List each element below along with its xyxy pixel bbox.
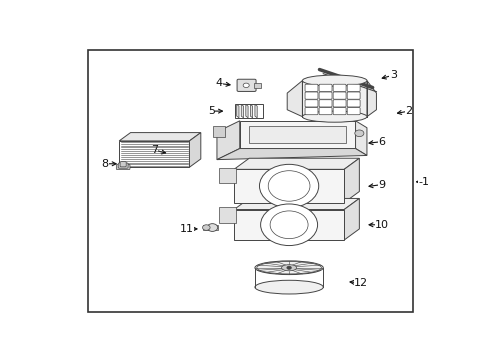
Circle shape <box>355 130 364 136</box>
Text: 11: 11 <box>179 224 194 234</box>
Polygon shape <box>344 198 359 240</box>
FancyBboxPatch shape <box>305 100 318 107</box>
Polygon shape <box>234 158 359 169</box>
Bar <box>254 82 261 88</box>
Text: 3: 3 <box>390 70 397 80</box>
Ellipse shape <box>281 265 297 271</box>
FancyBboxPatch shape <box>319 108 332 115</box>
FancyBboxPatch shape <box>118 163 128 168</box>
Bar <box>88 50 413 312</box>
Text: 8: 8 <box>101 159 108 169</box>
Text: 4: 4 <box>215 78 222 89</box>
Bar <box>219 168 236 183</box>
FancyBboxPatch shape <box>237 79 256 91</box>
Polygon shape <box>217 149 367 159</box>
Polygon shape <box>217 121 240 159</box>
FancyBboxPatch shape <box>347 108 360 115</box>
Text: 12: 12 <box>354 278 368 288</box>
Polygon shape <box>249 126 346 143</box>
Polygon shape <box>237 104 239 118</box>
Bar <box>234 210 344 240</box>
FancyBboxPatch shape <box>347 100 360 107</box>
Polygon shape <box>246 104 248 118</box>
Bar <box>302 81 367 117</box>
Ellipse shape <box>255 261 323 275</box>
Polygon shape <box>356 121 367 156</box>
Circle shape <box>202 225 210 230</box>
Ellipse shape <box>302 111 367 122</box>
Text: 10: 10 <box>375 220 389 230</box>
Polygon shape <box>255 104 257 118</box>
FancyBboxPatch shape <box>305 108 318 115</box>
FancyBboxPatch shape <box>319 100 332 107</box>
FancyBboxPatch shape <box>333 108 346 115</box>
Text: 9: 9 <box>379 180 386 190</box>
FancyBboxPatch shape <box>333 92 346 99</box>
Ellipse shape <box>255 280 323 294</box>
Polygon shape <box>367 81 376 117</box>
Polygon shape <box>241 104 244 118</box>
Circle shape <box>243 83 249 87</box>
FancyBboxPatch shape <box>333 100 346 107</box>
FancyBboxPatch shape <box>305 92 318 99</box>
Bar <box>219 207 236 222</box>
Circle shape <box>287 266 292 269</box>
Polygon shape <box>119 132 201 141</box>
Polygon shape <box>240 121 356 149</box>
Polygon shape <box>344 158 359 203</box>
FancyBboxPatch shape <box>347 92 360 99</box>
Circle shape <box>207 224 218 231</box>
FancyBboxPatch shape <box>120 162 126 167</box>
FancyBboxPatch shape <box>305 84 318 91</box>
Circle shape <box>261 204 318 246</box>
Text: 2: 2 <box>405 106 412 116</box>
Polygon shape <box>234 198 359 210</box>
Circle shape <box>260 164 318 208</box>
Bar <box>235 104 263 118</box>
Bar <box>119 141 190 167</box>
Bar <box>234 169 344 203</box>
FancyBboxPatch shape <box>347 84 360 91</box>
Bar <box>213 126 224 138</box>
Text: 5: 5 <box>208 106 215 116</box>
Text: 6: 6 <box>379 136 386 147</box>
Polygon shape <box>287 81 302 117</box>
Bar <box>203 225 219 230</box>
Text: -1: -1 <box>418 177 429 187</box>
FancyBboxPatch shape <box>319 84 332 91</box>
FancyBboxPatch shape <box>333 84 346 91</box>
Polygon shape <box>250 104 253 118</box>
Polygon shape <box>190 132 201 167</box>
FancyBboxPatch shape <box>116 164 130 170</box>
Ellipse shape <box>302 75 367 86</box>
Text: 7: 7 <box>151 145 158 155</box>
FancyBboxPatch shape <box>319 92 332 99</box>
